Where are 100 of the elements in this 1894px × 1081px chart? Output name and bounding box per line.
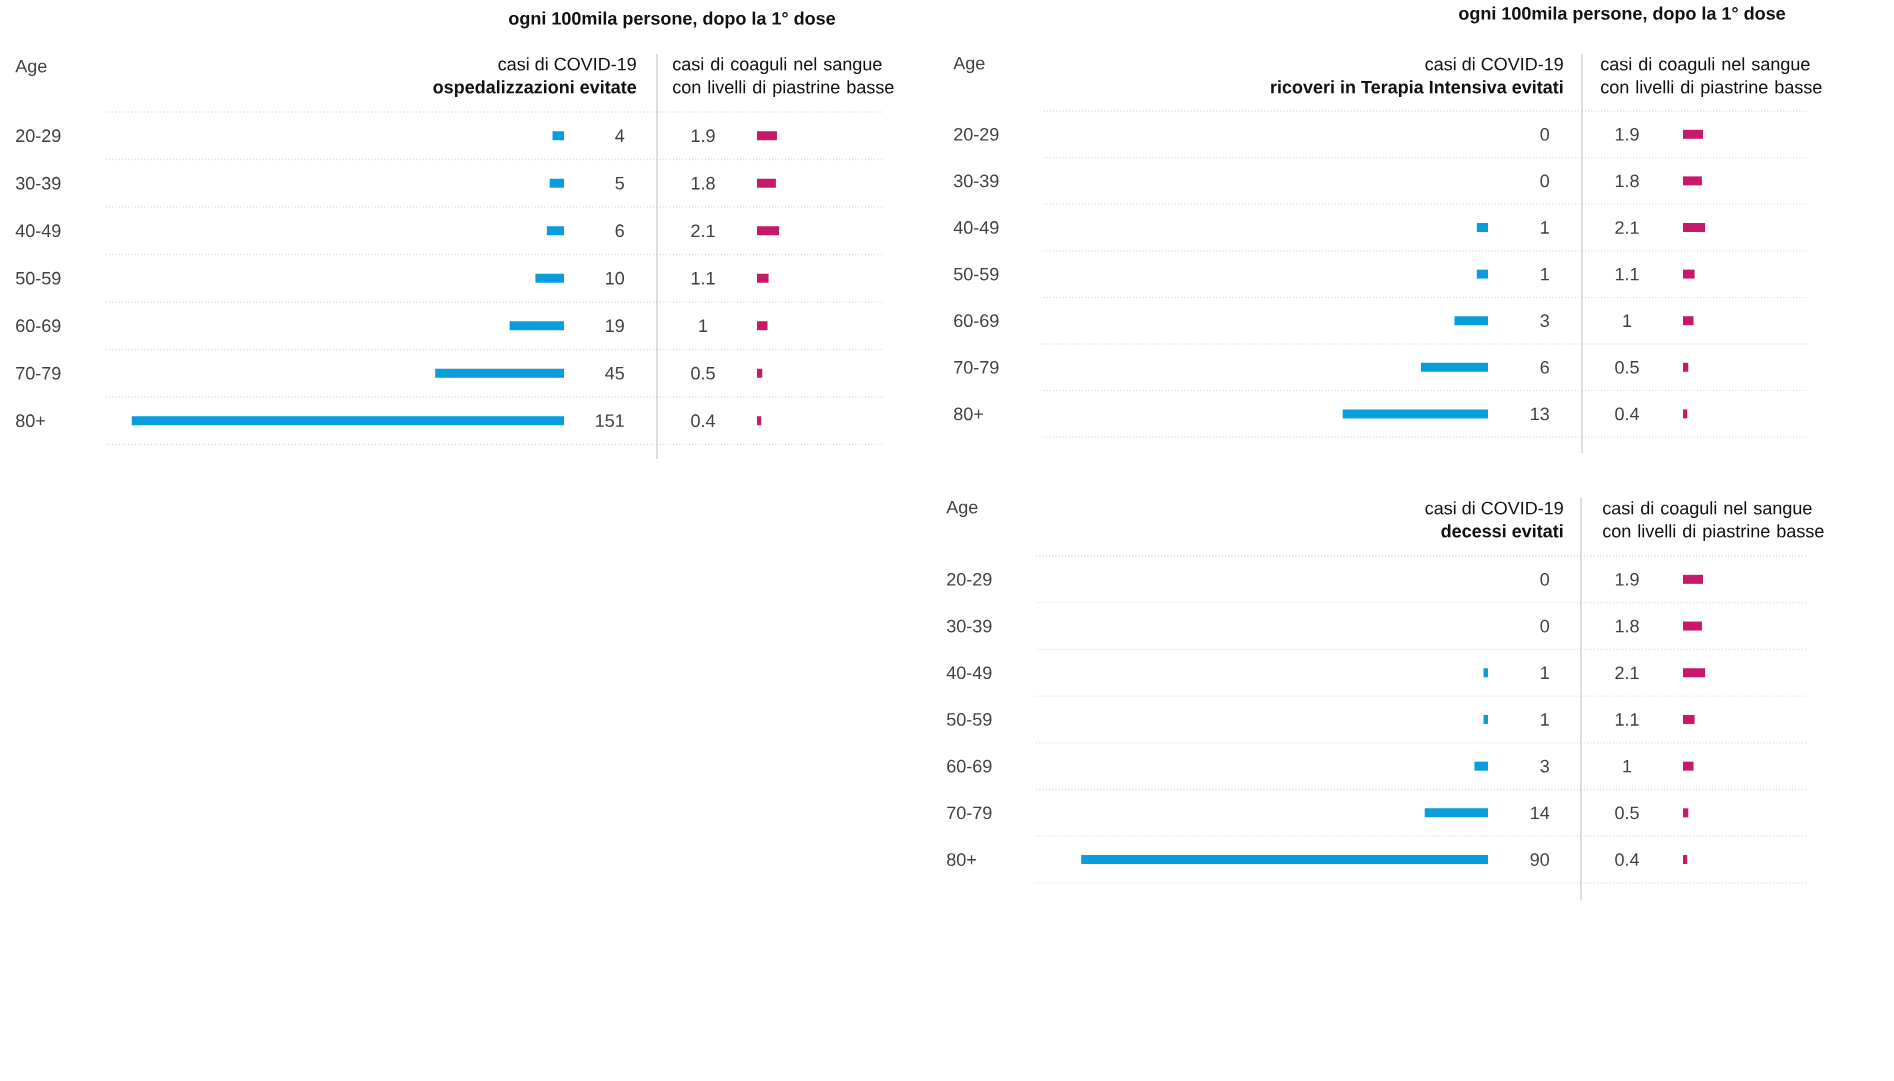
bar <box>1081 855 1489 865</box>
chart-title: casi di coaguli nel sangue con livelli di piastrine basse <box>1601 57 1822 98</box>
y-tick-label: 30-39 <box>953 174 999 188</box>
y-tick-label: 60-69 <box>954 314 999 328</box>
data-label: 19 <box>606 319 624 333</box>
data-label: 2.1 <box>691 224 715 238</box>
bar <box>1483 714 1489 724</box>
y-tick-label: 60-69 <box>947 759 992 773</box>
text: ogni 100mila persone, dopo la 1° dose <box>1459 6 1786 24</box>
data-label: 1 <box>1541 666 1549 679</box>
data-label: 0.5 <box>1615 360 1639 374</box>
bar <box>757 226 780 236</box>
y-tick-label: 30-39 <box>15 176 61 190</box>
data-label: 3 <box>1540 759 1549 773</box>
y-tick-label: 20-29 <box>947 572 992 586</box>
y-axis-title: Age <box>953 56 985 74</box>
y-tick-label: 60-69 <box>16 319 61 333</box>
bar <box>1683 855 1688 865</box>
data-label: 1.1 <box>691 272 715 285</box>
data-label: 0.4 <box>691 414 715 428</box>
bar <box>1683 176 1702 186</box>
bar <box>1683 409 1688 419</box>
data-label: 2.1 <box>1615 666 1639 680</box>
data-label: 0.5 <box>1615 806 1639 820</box>
data-label: 0.4 <box>1615 407 1640 421</box>
chart-title: casi di COVID-19 <box>1425 57 1563 71</box>
y-axis-title: Age <box>946 500 978 518</box>
data-label: 1.8 <box>1615 174 1639 188</box>
data-label: 0 <box>1540 619 1550 633</box>
data-label: 2.1 <box>1615 221 1639 234</box>
bar <box>757 321 768 331</box>
bar <box>757 178 776 188</box>
bar <box>1683 714 1695 724</box>
bar <box>1683 269 1695 279</box>
bar <box>1420 362 1489 372</box>
y-tick-label: 80+ <box>947 853 976 866</box>
y-tick-label: 70-79 <box>16 366 61 380</box>
text: ogni 100mila persone, dopo la 1° dose <box>509 11 836 29</box>
data-label: 1 <box>1541 221 1549 234</box>
bar <box>1683 808 1689 818</box>
data-label: 4 <box>615 129 625 142</box>
y-tick-label: 70-79 <box>954 360 999 374</box>
y-tick-label: 20-29 <box>16 129 61 143</box>
bar <box>535 273 564 283</box>
bar <box>1683 621 1702 631</box>
data-label: 6 <box>615 224 624 238</box>
chart-subtitle: ricoveri in Terapia Intensiva evitati <box>1271 80 1563 98</box>
bar <box>1683 222 1706 232</box>
data-label: 1 <box>699 319 708 332</box>
bar <box>1683 316 1694 326</box>
y-tick-label: 40-49 <box>953 221 999 234</box>
bar <box>757 131 777 141</box>
bar <box>435 368 564 378</box>
bar <box>509 321 564 331</box>
data-label: 90 <box>1530 853 1550 866</box>
data-label: 0 <box>1540 174 1550 188</box>
data-label: 1.1 <box>1615 713 1639 726</box>
bar <box>546 226 564 236</box>
bar <box>1342 409 1489 419</box>
data-label: 0.5 <box>691 366 715 380</box>
y-tick-label: 70-79 <box>947 806 992 820</box>
chart-subtitle: ospedalizzazioni evitate <box>433 80 637 98</box>
bar <box>1474 761 1489 771</box>
data-label: 1.8 <box>691 176 715 190</box>
data-label: 5 <box>615 176 624 190</box>
y-tick-label: 50-59 <box>15 271 61 285</box>
data-label: 1 <box>1623 759 1632 773</box>
bar <box>1683 668 1706 678</box>
chart-subtitle: decessi evitati <box>1441 524 1563 538</box>
data-label: 3 <box>1540 314 1549 328</box>
data-label: 13 <box>1531 407 1549 421</box>
data-label: 0 <box>1540 572 1550 586</box>
data-label: 45 <box>605 366 624 380</box>
bar <box>1683 129 1703 139</box>
data-label: 0 <box>1540 127 1550 141</box>
y-axis-title: Age <box>15 59 47 77</box>
bar <box>1683 761 1694 771</box>
bar <box>1483 668 1489 678</box>
chart-title: casi di COVID-19 <box>1425 501 1563 515</box>
y-tick-label: 30-39 <box>946 619 992 633</box>
y-tick-label: 40-49 <box>15 224 61 238</box>
y-tick-label: 20-29 <box>954 127 999 141</box>
bar <box>1454 316 1489 326</box>
data-label: 14 <box>1531 806 1550 820</box>
bar <box>1476 269 1489 279</box>
data-label: 1 <box>1541 713 1549 726</box>
bar <box>1683 362 1689 372</box>
data-label: 0.4 <box>1615 853 1640 866</box>
chart-title: casi di COVID-19 <box>498 57 636 71</box>
bar <box>1683 574 1703 584</box>
y-tick-label: 80+ <box>954 407 983 421</box>
bar <box>549 178 564 188</box>
y-tick-label: 50-59 <box>953 267 999 281</box>
bar <box>552 131 564 141</box>
chart-title: casi di coaguli nel sangue con livelli di piastrine basse <box>1603 501 1824 542</box>
bar <box>1476 222 1489 232</box>
chart-title: casi di coaguli nel sangue con livelli di piastrine basse <box>673 57 894 98</box>
y-tick-label: 40-49 <box>946 666 992 680</box>
bar <box>757 368 763 378</box>
bar <box>1424 808 1489 818</box>
